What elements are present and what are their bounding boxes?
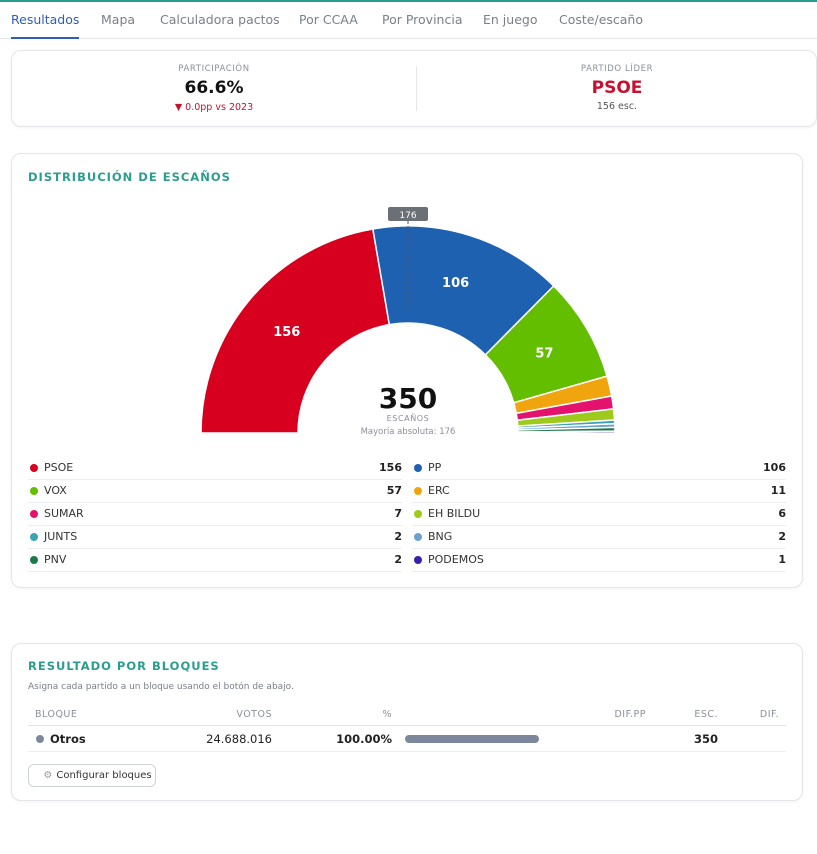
seat-arc-label: 57 — [535, 346, 553, 361]
legend-party-seats: 2 — [394, 553, 402, 566]
tab-mapa[interactable]: Mapa — [101, 12, 136, 27]
legend-item: BNG 2 — [412, 526, 786, 549]
block-percent: 100.00% — [336, 732, 392, 746]
configure-blocks-button[interactable]: ⚙ Configurar bloques — [28, 764, 156, 787]
blocks-card: RESULTADO POR BLOQUES Asigna cada partid… — [11, 643, 803, 801]
legend-party-name: PNV — [44, 553, 67, 566]
legend-party-name: JUNTS — [44, 530, 78, 543]
legend-party-seats: 2 — [394, 530, 402, 543]
legend-party-seats: 6 — [778, 507, 786, 520]
tab-por-provincia[interactable]: Por Provincia — [382, 12, 463, 27]
col-header-votos: VOTOS — [236, 709, 272, 720]
legend-party-seats: 2 — [778, 530, 786, 543]
col-header-pct: % — [382, 709, 392, 720]
legend-party-name: VOX — [44, 484, 67, 497]
table-header-divider — [28, 725, 786, 726]
legend-color-dot — [30, 556, 38, 564]
seat-arc-podemos — [517, 430, 616, 434]
blocks-subtitle: Asigna cada partido a un bloque usando e… — [28, 682, 294, 692]
legend-color-dot — [30, 464, 38, 472]
legend-item: PSOE 156 — [28, 457, 402, 480]
participation-value: 66.6% — [184, 78, 244, 98]
legend-party-name: PSOE — [44, 461, 74, 474]
seat-distribution-card: DISTRIBUCIÓN DE ESCAÑOS 176 156 106 57 350… — [11, 153, 803, 588]
legend-item: SUMAR 7 — [28, 503, 402, 526]
block-votes: 24.688.016 — [206, 732, 272, 746]
col-header-dif: DIF. — [759, 709, 779, 720]
legend-item: ERC 11 — [412, 480, 786, 503]
legend-color-dot — [414, 487, 422, 495]
legend-color-dot — [414, 533, 422, 541]
summary-divider — [416, 66, 417, 111]
legend-party-name: ERC — [428, 484, 450, 497]
seat-arc-label: 106 — [442, 276, 469, 291]
majority-badge — [388, 207, 428, 221]
legend-item: EH BILDU 6 — [412, 503, 786, 526]
legend-color-dot — [30, 487, 38, 495]
blocks-title: RESULTADO POR BLOQUES — [28, 659, 220, 673]
block-bar-track — [405, 735, 539, 743]
tab-calculadora-pactos[interactable]: Calculadora pactos — [160, 12, 280, 27]
legend-party-seats: 57 — [386, 484, 402, 497]
top-accent-line — [0, 0, 817, 2]
legend-item: PODEMOS 1 — [412, 549, 786, 572]
gear-icon: ⚙ — [43, 770, 53, 781]
tab-bar: Resultados Mapa Calculadora pactos Por C… — [0, 2, 817, 39]
legend-party-seats: 156 — [379, 461, 402, 474]
legend-item: PNV 2 — [28, 549, 402, 572]
legend-item: VOX 57 — [28, 480, 402, 503]
legend-party-seats: 7 — [394, 507, 402, 520]
legend-party-name: EH BILDU — [428, 507, 481, 520]
leader-party: PSOE — [591, 78, 643, 98]
majority-text: Mayoría absoluta: 176 — [361, 427, 456, 437]
block-name: Otros — [50, 732, 86, 746]
configure-blocks-label: Configurar bloques — [56, 770, 152, 781]
legend-color-dot — [414, 464, 422, 472]
legend-color-dot — [414, 556, 422, 564]
legend-item: JUNTS 2 — [28, 526, 402, 549]
section-title: DISTRIBUCIÓN DE ESCAÑOS — [28, 170, 231, 184]
majority-badge-label: 176 — [399, 211, 416, 221]
col-header-esc: ESC. — [694, 709, 718, 720]
leader-seats: 156 esc. — [596, 101, 638, 112]
legend-party-seats: 11 — [770, 484, 786, 497]
participation-label: PARTICIPACIÓN — [178, 64, 250, 74]
seat-arc-pp — [372, 225, 555, 356]
legend-party-name: PODEMOS — [428, 553, 484, 566]
block-seats: 350 — [693, 732, 718, 746]
table-row: Otros 24.688.016 100.00% 350 — [28, 726, 786, 752]
legend-party-seats: 1 — [778, 553, 786, 566]
leader-label: PARTIDO LÍDER — [580, 64, 654, 74]
legend-item: PP 106 — [412, 457, 786, 480]
legend-party-name: BNG — [428, 530, 453, 543]
tab-coste-escano[interactable]: Coste/escaño — [559, 12, 643, 27]
col-header-difpp: DIF.PP — [614, 709, 646, 720]
tab-resultados[interactable]: Resultados — [11, 2, 80, 39]
total-seats-label: ESCAÑOS — [387, 413, 430, 423]
hemicycle-chart: 176 156 106 57 350 ESCAÑOS Mayoría absolut… — [200, 207, 616, 437]
summary-card: PARTICIPACIÓN 66.6% ▼ 0.0pp vs 2023 PART… — [11, 50, 817, 127]
block-percent-bar — [405, 735, 539, 743]
legend-party-name: PP — [428, 461, 442, 474]
legend-color-dot — [414, 510, 422, 518]
col-header-bloque: BLOQUE — [35, 709, 78, 720]
legend-color-dot — [30, 510, 38, 518]
block-color-dot — [36, 735, 44, 743]
legend-party-name: SUMAR — [44, 507, 84, 520]
tab-por-ccaa[interactable]: Por CCAA — [299, 12, 358, 27]
seat-arc-psoe — [200, 228, 391, 434]
legend-party-seats: 106 — [763, 461, 786, 474]
legend-color-dot — [30, 533, 38, 541]
participation-change: ▼ 0.0pp vs 2023 — [174, 102, 254, 113]
seat-arc-label: 156 — [273, 325, 300, 340]
tab-en-juego[interactable]: En juego — [483, 12, 538, 27]
total-seats: 350 — [379, 382, 437, 415]
